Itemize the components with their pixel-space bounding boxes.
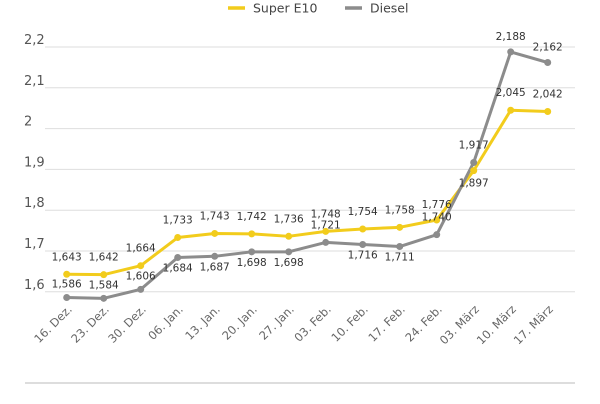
data-point — [100, 294, 108, 302]
data-point — [248, 248, 256, 256]
x-tick-label: 13. Jan. — [182, 302, 223, 343]
data-label: 2,045 — [496, 87, 526, 99]
data-point — [470, 158, 478, 166]
data-label: 1,754 — [348, 206, 378, 218]
data-label: 1,606 — [126, 270, 156, 282]
data-label: 1,740 — [422, 212, 452, 224]
data-label: 1,721 — [311, 219, 341, 231]
data-label: 1,733 — [163, 215, 193, 227]
data-label: 2,162 — [533, 42, 563, 54]
data-label: 1,743 — [200, 210, 230, 222]
x-tick-label: 16. Dez. — [31, 302, 75, 346]
x-tick-label: 17. Feb. — [365, 302, 407, 344]
data-label: 1,698 — [274, 257, 304, 269]
data-label: 2,188 — [496, 31, 526, 43]
data-point — [174, 234, 182, 242]
x-tick-label: 03. Feb. — [291, 302, 333, 344]
legend-label: Diesel — [370, 1, 408, 16]
data-point — [63, 270, 71, 278]
data-point — [396, 243, 404, 251]
data-point — [63, 294, 71, 302]
x-tick-label: 23. Dez. — [68, 302, 112, 346]
x-tick-label: 10. Feb. — [328, 302, 370, 344]
data-point — [359, 225, 367, 233]
y-tick-label: 2,2 — [24, 33, 45, 48]
series-line-diesel — [66, 50, 549, 300]
data-point — [100, 271, 108, 279]
x-tick-label: 27. Jan. — [256, 302, 297, 343]
data-point — [322, 238, 330, 246]
data-point — [433, 231, 441, 239]
legend-label: Super E10 — [253, 1, 317, 16]
data-point — [137, 285, 145, 293]
data-point — [322, 227, 330, 235]
data-point — [174, 254, 182, 262]
data-label: 1,742 — [237, 211, 267, 223]
y-tick-label: 1,7 — [24, 237, 45, 252]
y-tick-label: 2,1 — [24, 74, 45, 89]
data-label: 1,897 — [459, 178, 489, 190]
x-tick-label: 20. Jan. — [219, 302, 260, 343]
data-point — [285, 248, 293, 256]
x-tick-label: 30. Dez. — [105, 302, 149, 346]
data-label: 1,917 — [459, 139, 489, 151]
data-point — [137, 262, 145, 270]
data-point — [544, 107, 552, 115]
x-tick-label: 03. März — [437, 302, 482, 347]
data-label: 1,664 — [126, 243, 156, 255]
data-label: 1,758 — [385, 204, 415, 216]
data-point — [507, 48, 515, 56]
data-label: 1,687 — [200, 261, 230, 273]
data-point — [544, 59, 552, 67]
data-label: 2,042 — [533, 88, 563, 100]
data-point — [433, 216, 441, 224]
data-label: 1,711 — [385, 252, 415, 264]
data-label: 1,776 — [422, 199, 452, 211]
data-label: 1,584 — [89, 279, 119, 291]
data-point — [359, 240, 367, 248]
data-label: 1,643 — [52, 251, 82, 263]
x-tick-label: 17. März — [511, 302, 556, 347]
data-label: 1,698 — [237, 257, 267, 269]
y-tick-label: 1,8 — [24, 196, 45, 211]
data-point — [470, 167, 478, 175]
y-tick-label: 1,6 — [24, 278, 45, 293]
x-tick-label: 10. März — [474, 302, 519, 347]
data-point — [285, 232, 293, 240]
data-label: 1,684 — [163, 263, 193, 275]
data-label: 1,748 — [311, 208, 341, 220]
data-label: 1,716 — [348, 249, 378, 261]
y-tick-label: 2 — [24, 115, 32, 130]
data-label: 1,586 — [52, 279, 82, 291]
series-line-super-e10 — [66, 108, 548, 277]
x-tick-label: 06. Jan. — [145, 302, 186, 343]
data-point — [396, 223, 404, 231]
data-label: 1,736 — [274, 213, 304, 225]
data-point — [248, 230, 256, 238]
data-point — [507, 106, 515, 114]
data-point — [211, 252, 219, 260]
y-tick-label: 1,9 — [24, 155, 45, 170]
data-label: 1,642 — [89, 252, 119, 264]
data-point — [211, 229, 219, 237]
